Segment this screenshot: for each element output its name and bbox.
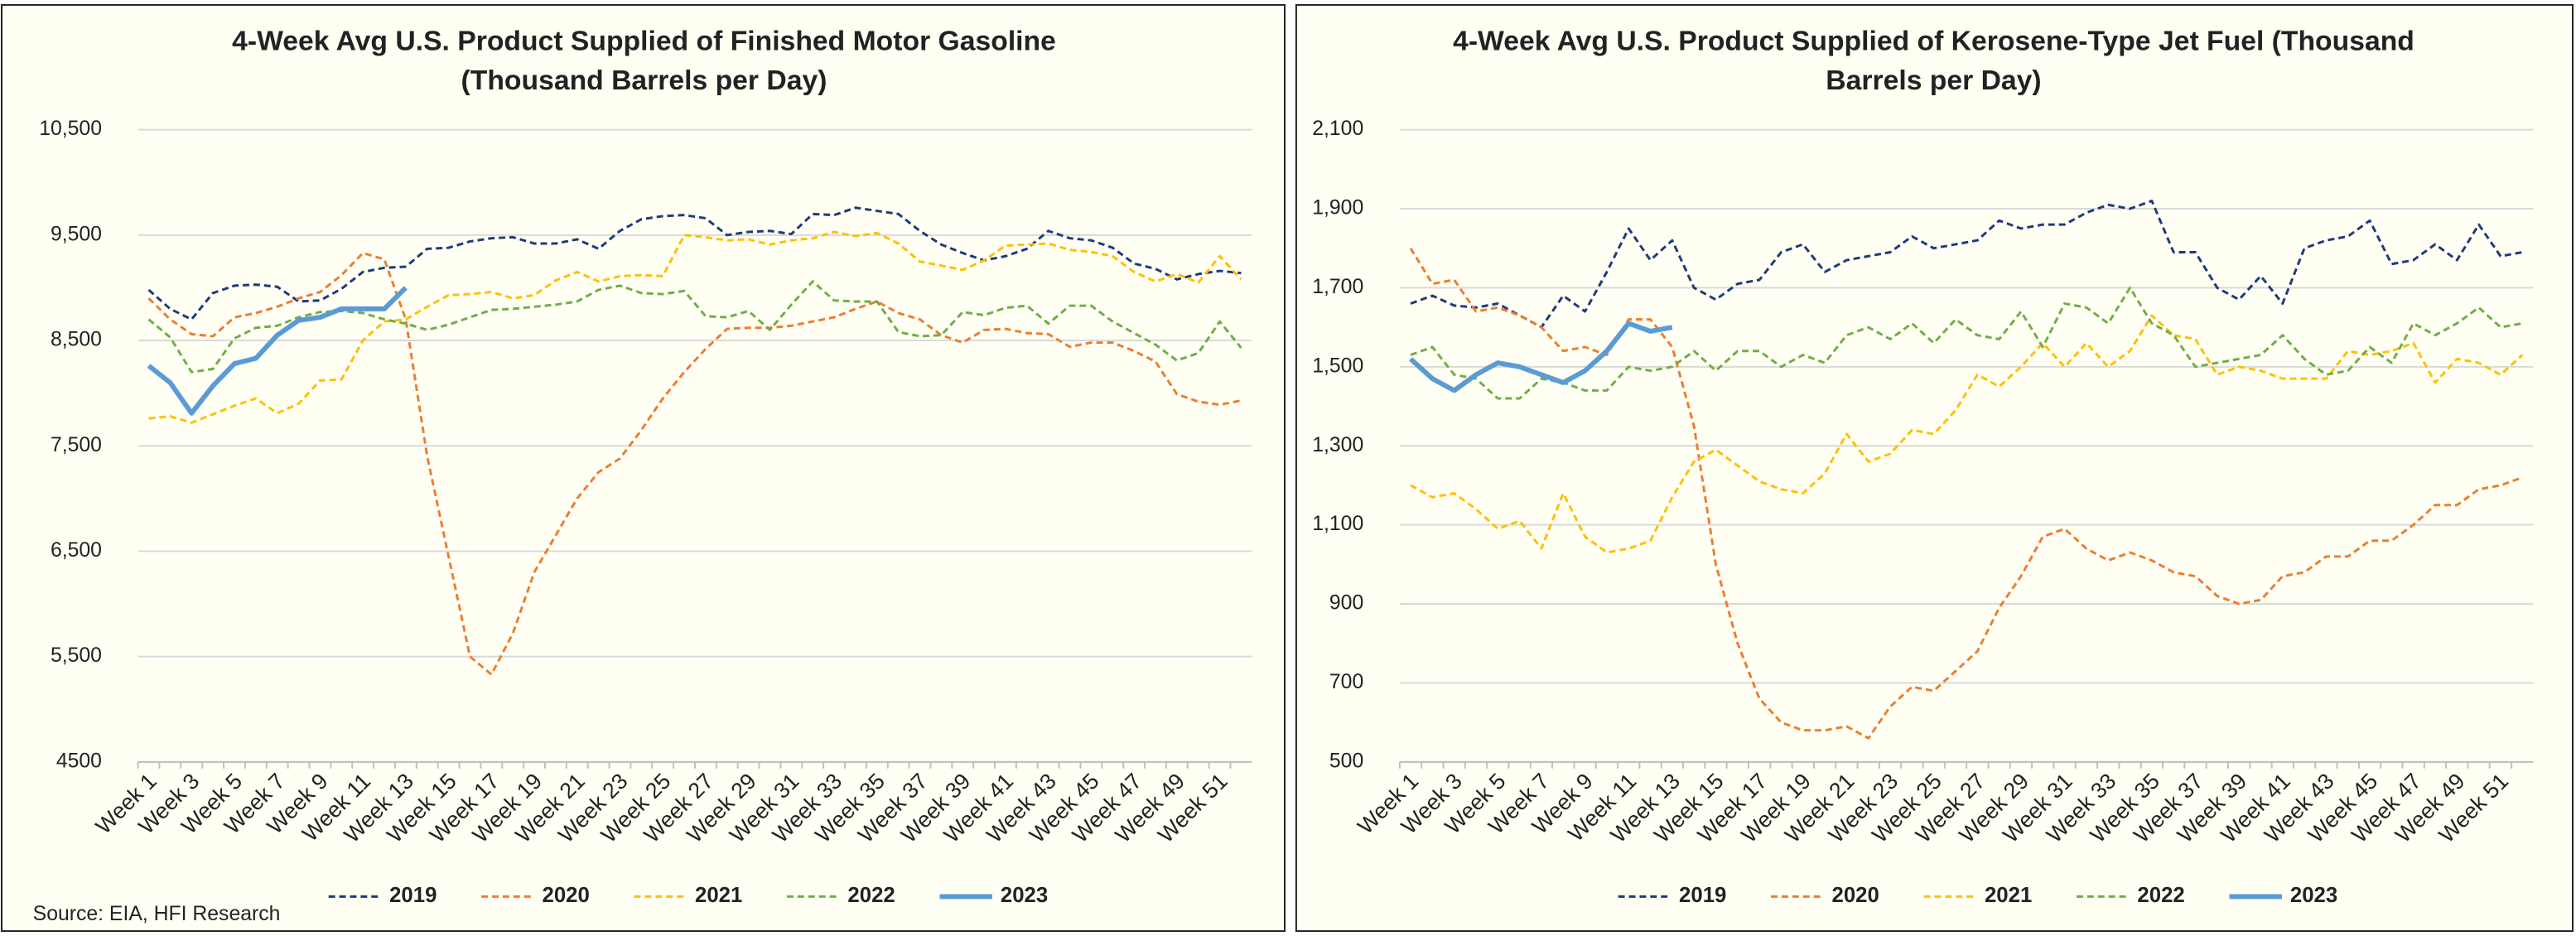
series-line (147, 286, 408, 416)
panel (0, 3, 1286, 933)
y-tick-label: 7,500 (51, 434, 102, 456)
y-tick-label: 1,300 (1312, 434, 1363, 456)
y-tick-label: 1,500 (1312, 355, 1363, 377)
series-line (1409, 321, 1673, 393)
y-tick-label: 500 (1329, 750, 1363, 772)
y-tick-label: 900 (1329, 592, 1363, 615)
series-line (1410, 314, 2524, 554)
y-tick-label: 10,500 (39, 118, 102, 140)
panel (1295, 3, 2574, 933)
legend-label: 2020 (1832, 884, 1879, 907)
series-line (1410, 199, 2523, 329)
legend-label: 2023 (2290, 884, 2337, 907)
legend-label: 2020 (543, 884, 590, 907)
legend-label: 2021 (695, 884, 742, 907)
y-tick-label: 4500 (56, 750, 102, 772)
source-note: Source: EIA, HFI Research (33, 903, 281, 925)
series-line (148, 230, 1242, 424)
series-line (1409, 247, 2523, 740)
y-tick-label: 1,100 (1312, 513, 1363, 535)
series-line (147, 206, 1242, 321)
series-line (147, 251, 1242, 676)
y-tick-label: 8,500 (51, 329, 102, 351)
chart-title: 4-Week Avg U.S. Product Supplied of Kero… (1453, 25, 2414, 56)
legend-label: 2019 (1679, 884, 1726, 907)
y-tick-label: 9,500 (51, 223, 102, 245)
y-tick-label: 1,900 (1312, 197, 1363, 220)
chart-title: Barrels per Day) (1826, 65, 2041, 96)
y-tick-label: 6,500 (51, 539, 102, 562)
legend-label: 2022 (2137, 884, 2184, 907)
series-line (1410, 286, 2523, 400)
legend-label: 2023 (1001, 884, 1048, 907)
chart-title: (Thousand Barrels per Day) (461, 65, 827, 96)
y-tick-label: 5,500 (51, 644, 102, 667)
legend-label: 2021 (1985, 884, 2032, 907)
legend-label: 2019 (389, 884, 437, 907)
legend-label: 2022 (847, 884, 895, 907)
y-tick-label: 1,700 (1312, 276, 1363, 298)
y-tick-label: 2,100 (1312, 118, 1363, 140)
y-tick-label: 700 (1329, 671, 1363, 693)
chart-title: 4-Week Avg U.S. Product Supplied of Fini… (232, 25, 1056, 56)
